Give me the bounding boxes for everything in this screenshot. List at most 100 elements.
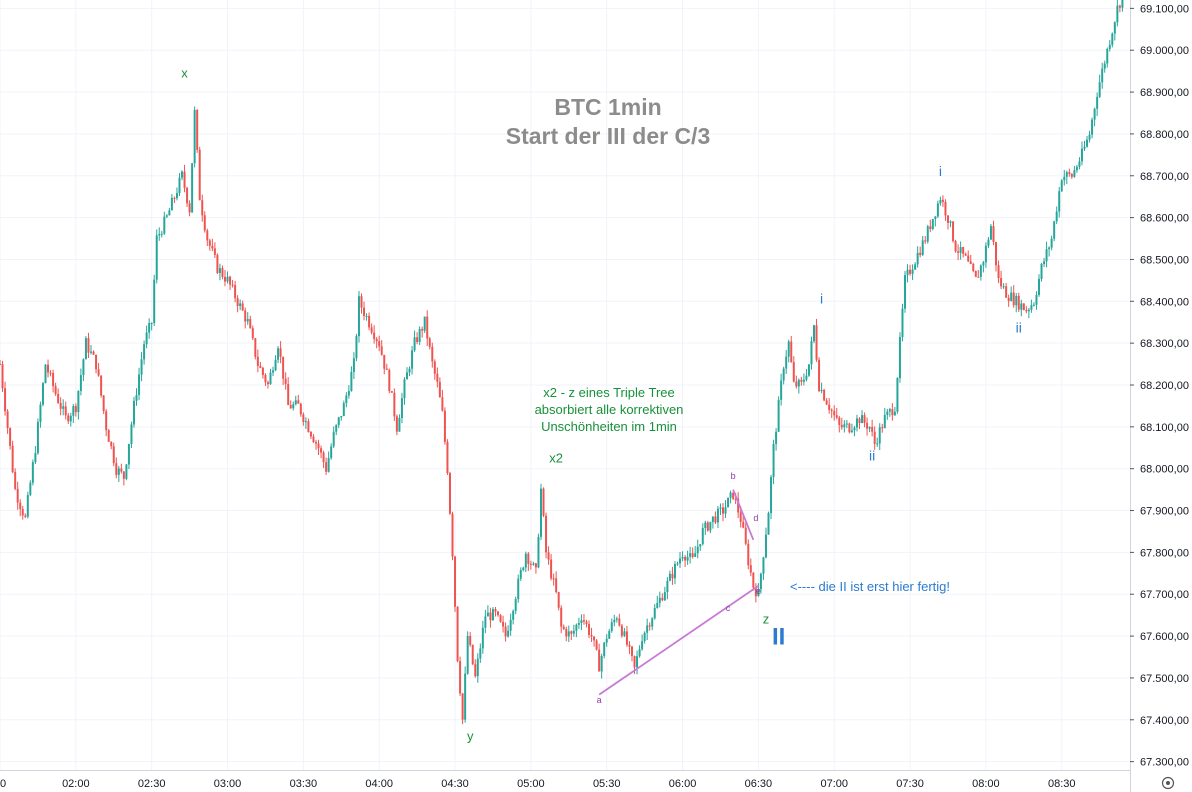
candle-body bbox=[762, 557, 765, 574]
price-tick-label: 68.000,00 bbox=[1140, 464, 1189, 476]
price-tick-label: 69.000,00 bbox=[1140, 45, 1189, 57]
candle-body bbox=[628, 644, 631, 647]
candle-body bbox=[421, 328, 424, 331]
candle-body bbox=[987, 239, 990, 246]
time-tick-label: 02:30 bbox=[138, 778, 166, 790]
candle-body bbox=[904, 275, 907, 309]
candle-body bbox=[14, 472, 17, 489]
candle-body bbox=[269, 372, 272, 385]
candle-body bbox=[135, 394, 138, 401]
candle-body bbox=[201, 200, 204, 216]
candle-body bbox=[810, 341, 813, 365]
candle-body bbox=[934, 216, 937, 220]
candle-body bbox=[792, 362, 795, 382]
candle-body bbox=[1078, 161, 1081, 167]
candle-body bbox=[1005, 286, 1008, 298]
candle-body bbox=[203, 215, 206, 231]
price-tick-label: 69.100,00 bbox=[1140, 3, 1189, 15]
candle-body bbox=[1121, 0, 1124, 8]
candle-body bbox=[325, 462, 328, 472]
price-axis[interactable]: 69.100,00 69.000,00 68.900,00 68.800,00 68.7… bbox=[1130, 0, 1189, 792]
triangle-line-1 bbox=[732, 489, 755, 541]
settings-icon[interactable] bbox=[1161, 776, 1175, 790]
price-tick-label: 68.500,00 bbox=[1140, 254, 1189, 266]
candle-body bbox=[1116, 5, 1119, 23]
candle-body bbox=[193, 109, 196, 164]
candle-body bbox=[153, 279, 156, 323]
candle-body bbox=[322, 452, 325, 463]
candle-body bbox=[982, 262, 985, 266]
candle-body bbox=[451, 513, 454, 557]
candle-body bbox=[360, 296, 363, 308]
candle-body bbox=[984, 245, 987, 263]
candle-body bbox=[198, 149, 201, 201]
candle-body bbox=[314, 442, 317, 444]
candle-body bbox=[770, 476, 773, 514]
candle-body bbox=[211, 245, 214, 249]
candle-body bbox=[1086, 139, 1089, 147]
candle-body bbox=[653, 607, 656, 619]
candle-body bbox=[413, 337, 416, 351]
candle-body bbox=[150, 322, 153, 324]
candle-body bbox=[431, 346, 434, 362]
candle-body bbox=[175, 193, 178, 199]
candle-body bbox=[264, 375, 267, 383]
candle-body bbox=[891, 409, 894, 416]
candle-body bbox=[656, 602, 659, 608]
candle-body bbox=[446, 441, 449, 474]
candle-body bbox=[216, 254, 219, 274]
candle-body bbox=[1032, 304, 1035, 306]
candle-body bbox=[646, 625, 649, 633]
candle-body bbox=[534, 563, 537, 568]
candle-body bbox=[79, 375, 82, 391]
candle-body bbox=[732, 492, 735, 499]
candle-body bbox=[443, 410, 446, 442]
candle-body bbox=[992, 226, 995, 243]
candle-body bbox=[883, 415, 886, 428]
candle-body bbox=[876, 443, 879, 445]
candle-body bbox=[706, 522, 709, 531]
price-tick-label: 68.700,00 bbox=[1140, 171, 1189, 183]
candle-body bbox=[373, 332, 376, 339]
candle-body bbox=[888, 409, 891, 412]
time-tick-label: 03:00 bbox=[214, 778, 242, 790]
candle-body bbox=[562, 626, 565, 629]
candle-body bbox=[941, 199, 944, 202]
candle-body bbox=[486, 612, 489, 617]
wave-label-1: y bbox=[467, 729, 474, 744]
candle-body bbox=[820, 389, 823, 392]
candle-body bbox=[102, 395, 105, 412]
candle-body bbox=[49, 372, 52, 374]
candle-body bbox=[178, 177, 181, 194]
time-axis[interactable]: 30 02:00 02:30 03:00 03:30 04:00 04:30 05:00 05:… bbox=[0, 770, 1130, 791]
candle-body bbox=[433, 361, 436, 374]
candle-body bbox=[567, 631, 570, 637]
candle-body bbox=[916, 252, 919, 265]
candle-body bbox=[775, 431, 778, 444]
candle-body bbox=[11, 445, 14, 473]
candle-body bbox=[132, 400, 135, 425]
candle-body bbox=[168, 210, 171, 216]
candle-body bbox=[959, 247, 962, 253]
candle-body bbox=[704, 522, 707, 529]
candle-body bbox=[845, 423, 848, 425]
candle-body bbox=[777, 399, 780, 432]
candle-body bbox=[823, 389, 826, 401]
price-tick-label: 68.400,00 bbox=[1140, 296, 1189, 308]
candle-body bbox=[716, 508, 719, 523]
candle-body bbox=[143, 344, 146, 360]
candle-body bbox=[406, 372, 409, 380]
note-line-3: Unschönheiten im 1min bbox=[541, 419, 677, 434]
candle-body bbox=[41, 383, 44, 405]
candle-body bbox=[320, 448, 323, 453]
wave-label-5: ii bbox=[869, 447, 875, 463]
time-tick-label: 04:30 bbox=[441, 778, 469, 790]
candle-body bbox=[1037, 278, 1040, 295]
candle-body bbox=[944, 201, 947, 216]
candle-body bbox=[105, 411, 108, 431]
candle-body bbox=[206, 230, 209, 241]
candle-body bbox=[517, 578, 520, 600]
candle-body bbox=[835, 415, 838, 418]
candle-body bbox=[385, 368, 388, 370]
